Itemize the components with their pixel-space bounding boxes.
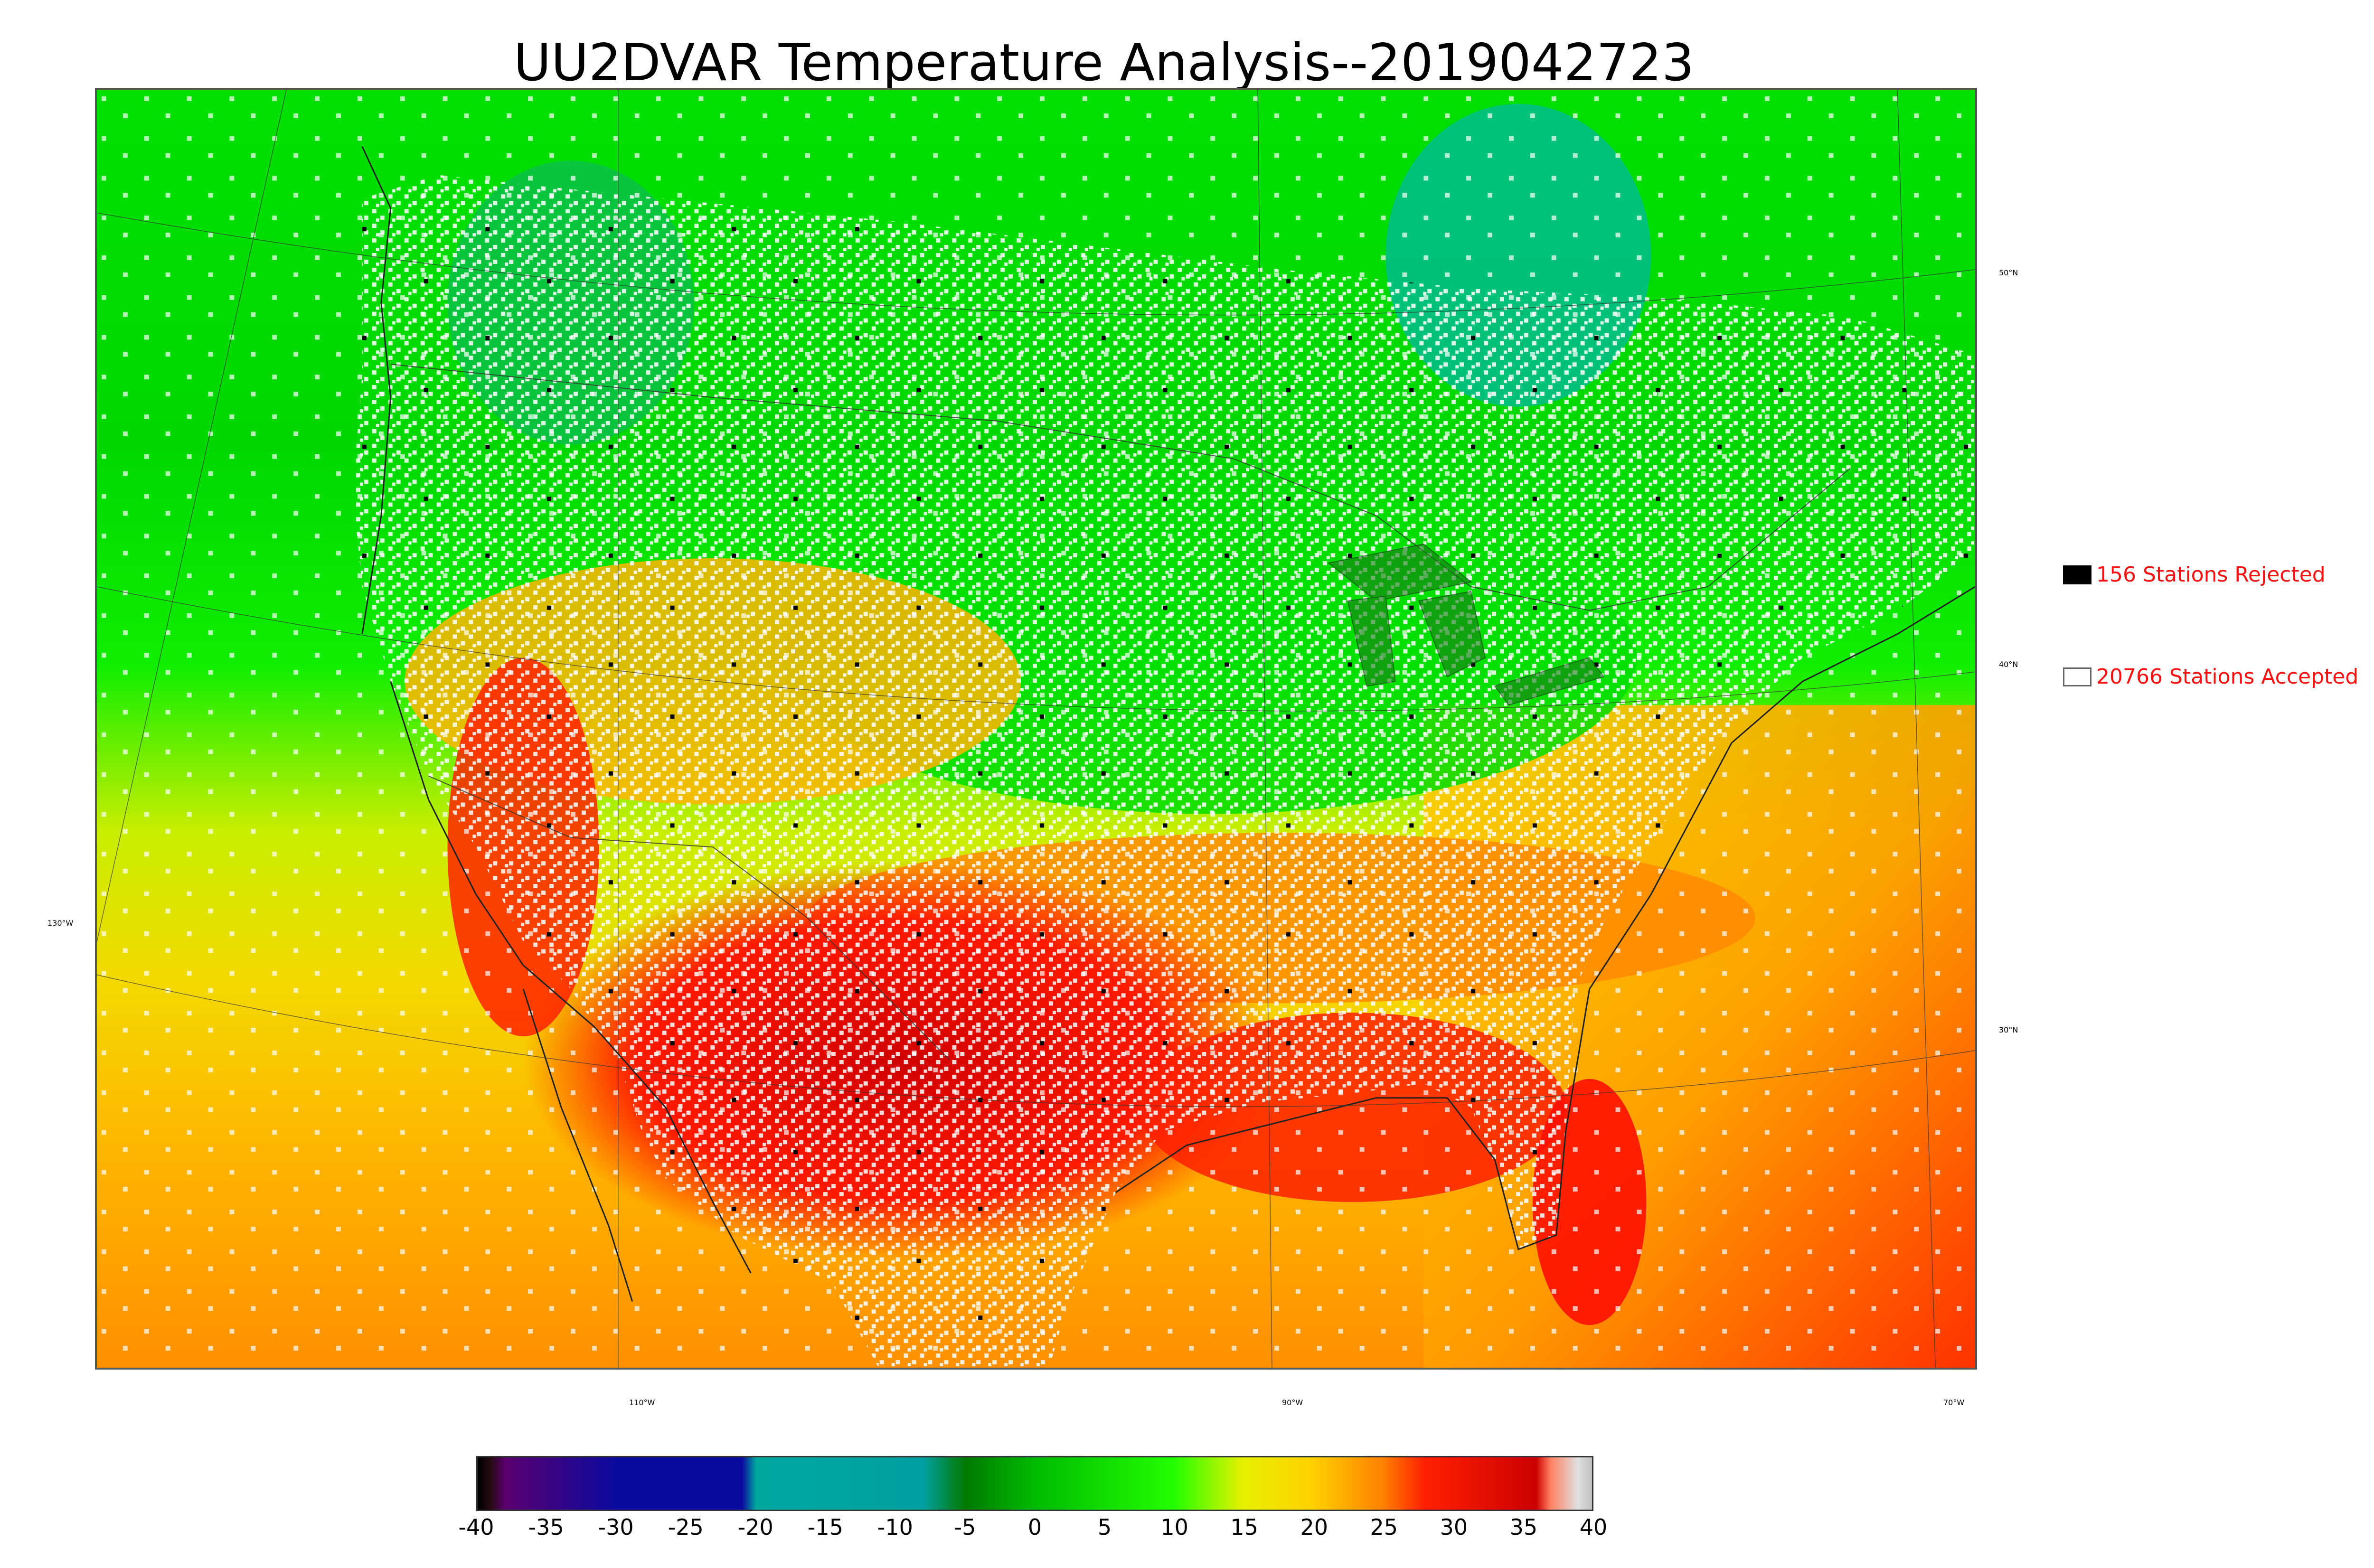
colorbar-tick-label: -15 <box>807 1514 843 1540</box>
lon-label-110: 110°W <box>629 1398 655 1407</box>
legend-rejected: 156 Stations Rejected <box>2063 563 2326 587</box>
lat-label-40: 40°N <box>1999 660 2018 669</box>
colorbar-tick-label: -30 <box>598 1514 634 1540</box>
colorbar-tick-label: 0 <box>1027 1514 1042 1540</box>
coastlines <box>361 146 1975 1302</box>
colorbar-tick-label: -5 <box>954 1514 976 1540</box>
colorbar-tick-label: 35 <box>1509 1514 1538 1540</box>
lon-label-90: 90°W <box>1282 1398 1303 1407</box>
accepted-label: 20766 Stations Accepted <box>2096 665 2359 689</box>
graticule <box>97 90 1975 1368</box>
accepted-swatch <box>2063 667 2091 686</box>
colorbar-tick-label: -35 <box>528 1514 564 1540</box>
lon-label-70: 70°W <box>1943 1398 1965 1407</box>
colorbar-tick-label: -40 <box>458 1514 494 1540</box>
colorbar-tick-label: -20 <box>737 1514 773 1540</box>
colorbar-tick-label: 15 <box>1230 1514 1258 1540</box>
lat-label-30: 30°N <box>1999 1025 2018 1034</box>
legend-accepted: 20766 Stations Accepted <box>2063 665 2358 689</box>
great-lakes <box>1328 544 1605 706</box>
colorbar-tick-label: 20 <box>1300 1514 1328 1540</box>
colorbar-tick-label: -10 <box>877 1514 913 1540</box>
rejected-label: 156 Stations Rejected <box>2096 563 2326 587</box>
colorbar-tick-label: 10 <box>1160 1514 1188 1540</box>
lat-label-50: 50°N <box>1999 268 2018 277</box>
colorbar-tick-label: 30 <box>1440 1514 1468 1540</box>
colorbar <box>476 1456 1593 1511</box>
page-title: UU2DVAR Temperature Analysis--2019042723 <box>513 33 1695 93</box>
colorbar-tick-label: -25 <box>668 1514 704 1540</box>
rejected-swatch <box>2063 565 2091 584</box>
colorbar-tick-label: 5 <box>1097 1514 1112 1540</box>
map-canvas <box>97 90 1975 1368</box>
lon-label-130: 130°W <box>47 919 74 928</box>
colorbar-gradient <box>478 1457 1592 1510</box>
temperature-map[interactable] <box>95 88 1977 1370</box>
colorbar-tick-label: 25 <box>1370 1514 1398 1540</box>
colorbar-tick-label: 40 <box>1579 1514 1608 1540</box>
